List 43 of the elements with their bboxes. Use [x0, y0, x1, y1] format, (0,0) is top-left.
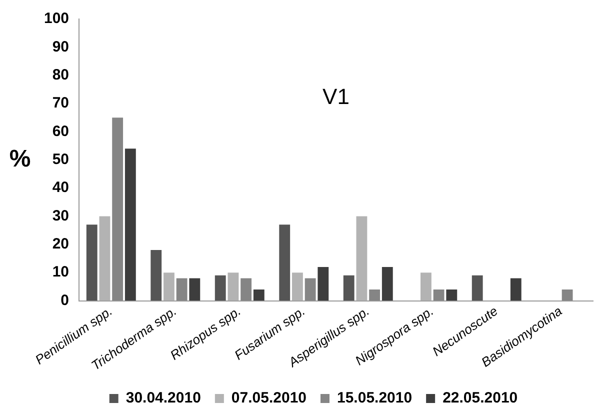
legend-label: 22.05.2010 — [442, 390, 518, 407]
bar — [228, 272, 239, 301]
bar — [279, 224, 290, 301]
bar — [304, 278, 316, 301]
y-axis-title: % — [9, 146, 31, 173]
y-tick-label: 40 — [52, 179, 70, 196]
bar — [420, 272, 432, 301]
y-tick-label: 100 — [44, 10, 70, 28]
y-tick-label: 50 — [52, 151, 70, 168]
legend-label: 30.04.2010 — [126, 390, 201, 407]
bar — [150, 250, 162, 301]
bar — [176, 278, 188, 301]
bar — [189, 278, 200, 301]
y-tick-label: 60 — [52, 122, 70, 140]
bar — [240, 278, 252, 301]
bar — [369, 289, 380, 301]
bar — [112, 118, 124, 301]
y-tick-label: 10 — [52, 264, 70, 281]
bar — [382, 266, 393, 301]
y-tick-label: 70 — [52, 94, 70, 112]
bar — [433, 289, 444, 301]
bar — [510, 278, 522, 301]
y-tick-label: 30 — [52, 207, 70, 224]
bar — [164, 272, 174, 301]
bar — [318, 266, 329, 301]
bar — [214, 275, 226, 301]
bar — [253, 289, 264, 301]
bar — [356, 216, 368, 301]
legend-label: 07.05.2010 — [231, 390, 307, 407]
y-tick-label: 0 — [60, 292, 70, 309]
bar — [343, 275, 354, 301]
bar — [562, 289, 573, 301]
bar — [292, 272, 303, 301]
bar — [124, 148, 136, 301]
text: V1 — [322, 84, 350, 109]
y-tick-label: 20 — [52, 236, 70, 253]
legend-label: 15.05.2010 — [337, 390, 412, 407]
bar — [472, 275, 483, 301]
y-tick-label: 80 — [52, 66, 70, 84]
bar — [446, 289, 458, 301]
y-tick-label: 90 — [52, 38, 70, 56]
bar — [86, 224, 98, 301]
bar — [99, 216, 110, 301]
